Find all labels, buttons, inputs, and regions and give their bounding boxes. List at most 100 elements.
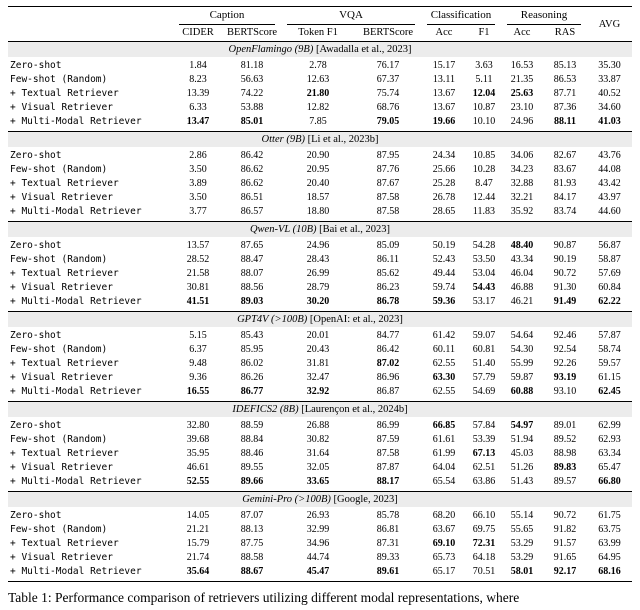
metric-value: 61.42 (432, 330, 456, 341)
group-header-classification: Classification (427, 8, 495, 25)
row-label: + Visual Retriever (10, 372, 113, 383)
metric-value: 89.57 (553, 476, 577, 487)
model-header: IDEFICS2 (8B) [Laurençon et al., 2024b] (8, 402, 632, 417)
metric-value: 81.93 (553, 178, 577, 189)
model-section: OpenFlamingo (9B) [Awadalla et al., 2023… (8, 42, 632, 131)
row-label: + Multi-Modal Retriever (10, 476, 142, 487)
metric-value: 88.13 (240, 524, 264, 535)
metric-value: 41.03 (598, 116, 621, 127)
metric-value: 86.51 (240, 192, 264, 203)
metric-value: 6.33 (189, 102, 207, 113)
metric-value: 87.67 (376, 178, 400, 189)
metric-value: 26.88 (306, 420, 330, 431)
metric-value: 92.46 (553, 330, 577, 341)
metric-value: 87.36 (553, 102, 577, 113)
row-label: Few-shot (Random) (10, 434, 108, 445)
row-label: + Textual Retriever (10, 178, 119, 189)
table-row: Few-shot (Random) 39.68 88.84 30.82 87.59 61.… (8, 433, 632, 447)
metric-value: 54.30 (510, 344, 534, 355)
table-row: + Textual Retriever 21.58 88.07 26.99 85.62 4… (8, 267, 632, 281)
citation-link[interactable]: [OpenAI: et al., 2023] (307, 314, 403, 325)
table-row: Few-shot (Random) 28.52 88.47 28.43 86.11 52.… (8, 253, 632, 267)
table-row: + Multi-Modal Retriever 16.55 86.77 32.92 86… (8, 385, 632, 399)
metric-value: 87.87 (376, 462, 400, 473)
metric-value: 21.74 (186, 552, 210, 563)
metric-value: 25.66 (432, 164, 456, 175)
metric-value: 30.20 (306, 296, 330, 307)
metric-value: 30.81 (186, 282, 210, 293)
metric-value: 88.17 (376, 476, 400, 487)
metric-value: 34.23 (510, 164, 534, 175)
metric-value: 64.18 (472, 552, 496, 563)
metric-value: 28.65 (432, 206, 456, 217)
metric-value: 54.43 (472, 282, 496, 293)
metric-value: 32.88 (510, 178, 534, 189)
citation-link[interactable]: [Laurençon et al., 2024b] (298, 404, 408, 415)
column-header-avg: AVG (598, 18, 621, 30)
metric-value: 63.86 (472, 476, 496, 487)
metric-value: 53.29 (510, 538, 534, 549)
column-header-token-f1: Token F1 (298, 27, 338, 38)
metric-value: 62.22 (598, 296, 621, 307)
metric-value: 46.61 (186, 462, 210, 473)
metric-value: 86.42 (376, 344, 400, 355)
metric-value: 88.59 (240, 420, 264, 431)
metric-value: 3.63 (475, 60, 493, 71)
metric-value: 44.08 (598, 164, 621, 175)
model-name: IDEFICS2 (8B) (232, 404, 299, 415)
metric-value: 87.31 (376, 538, 400, 549)
metric-value: 40.52 (598, 88, 621, 99)
metric-value: 57.79 (472, 372, 496, 383)
metric-value: 83.74 (553, 206, 577, 217)
row-label: Zero-shot (10, 60, 62, 71)
row-label: Zero-shot (10, 510, 62, 521)
row-label: Zero-shot (10, 420, 62, 431)
metric-value: 63.67 (432, 524, 456, 535)
table-row: + Textual Retriever 9.48 86.02 31.81 87.02 62… (8, 357, 632, 371)
column-header-cider: CIDER (182, 27, 214, 38)
metric-value: 53.50 (472, 254, 496, 265)
metric-value: 13.39 (186, 88, 210, 99)
metric-value: 66.85 (432, 420, 456, 431)
table-row: Few-shot (Random) 6.37 85.95 20.43 86.42 60.1… (8, 343, 632, 357)
metric-value: 51.40 (472, 358, 496, 369)
metric-value: 30.82 (306, 434, 330, 445)
metric-value: 79.05 (376, 116, 400, 127)
row-label: Zero-shot (10, 240, 62, 251)
citation-link[interactable]: [Awadalla et al., 2023] (313, 44, 412, 55)
metric-value: 34.60 (598, 102, 621, 113)
results-table: Caption VQA Classification Reasoning AVG… (8, 6, 632, 582)
table-row: + Textual Retriever 3.89 86.62 20.40 87.67 25… (8, 177, 632, 191)
metric-value: 13.67 (432, 102, 456, 113)
citation-link[interactable]: [Li et al., 2023b] (304, 134, 379, 145)
table-row: + Multi-Modal Retriever 41.51 89.03 30.20 86… (8, 295, 632, 309)
metric-value: 43.34 (510, 254, 534, 265)
table-row: + Visual Retriever 21.74 88.58 44.74 89.33 65… (8, 551, 632, 565)
table-row: + Visual Retriever 30.81 88.56 28.79 86.23 59… (8, 281, 632, 295)
metric-value: 31.81 (306, 358, 330, 369)
metric-value: 11.83 (472, 206, 496, 217)
metric-value: 85.09 (376, 240, 400, 251)
metric-value: 21.58 (186, 268, 210, 279)
metric-value: 43.97 (598, 192, 621, 203)
citation-link[interactable]: [Google, 2023] (330, 494, 398, 505)
metric-value: 53.17 (472, 296, 496, 307)
metric-value: 7.85 (309, 116, 327, 127)
metric-value: 61.75 (598, 510, 621, 521)
metric-value: 18.80 (306, 206, 330, 217)
metric-value: 87.76 (376, 164, 400, 175)
metric-value: 55.65 (510, 524, 534, 535)
metric-value: 89.55 (240, 462, 264, 473)
metric-value: 59.07 (472, 330, 496, 341)
metric-value: 56.87 (598, 240, 621, 251)
row-label: + Visual Retriever (10, 552, 113, 563)
metric-value: 58.87 (598, 254, 621, 265)
table-row: + Textual Retriever 35.95 88.46 31.64 87.58 6… (8, 447, 632, 461)
model-header: Otter (9B) [Li et al., 2023b] (8, 132, 632, 147)
metric-value: 46.88 (510, 282, 534, 293)
metric-value: 55.99 (510, 358, 534, 369)
metric-value: 20.40 (306, 178, 330, 189)
row-label: + Multi-Modal Retriever (10, 386, 142, 397)
citation-link[interactable]: [Bai et al., 2023] (316, 224, 391, 235)
metric-value: 63.99 (598, 538, 621, 549)
